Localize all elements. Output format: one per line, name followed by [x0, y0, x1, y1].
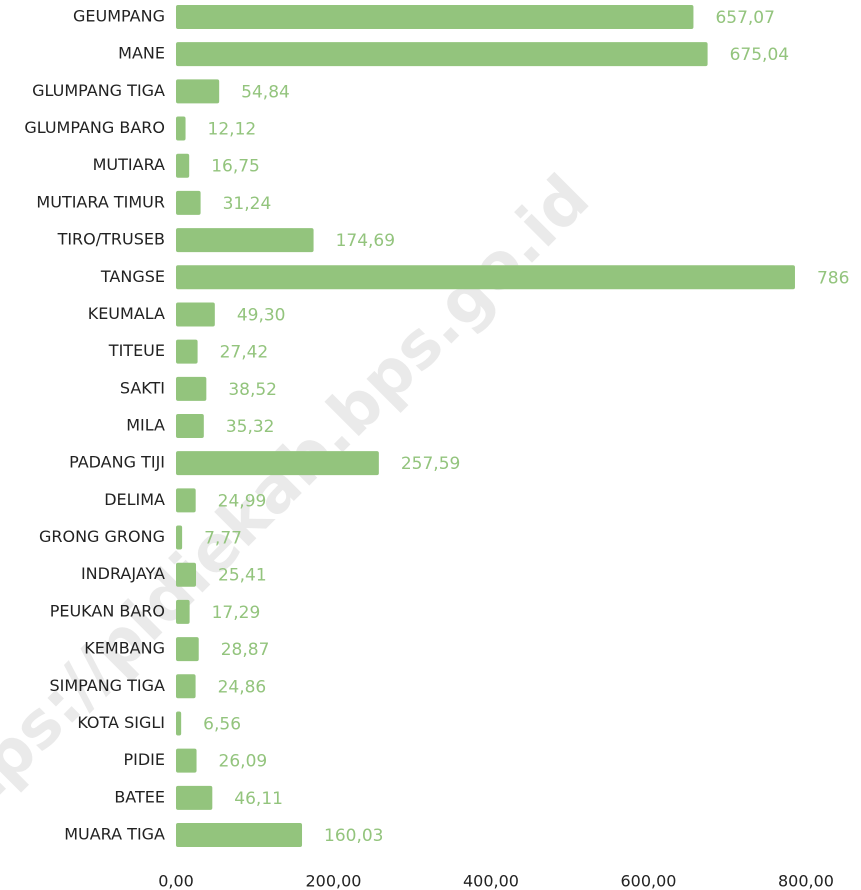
- value-label: 27,42: [220, 343, 269, 363]
- bar: [176, 674, 196, 699]
- bar: [176, 116, 186, 141]
- value-label: 26,09: [219, 752, 268, 772]
- category-label: MUTIARA TIMUR: [36, 192, 165, 211]
- category-label: MUTIARA: [93, 155, 165, 174]
- category-label: PEUKAN BARO: [50, 601, 165, 620]
- bar: [176, 5, 694, 29]
- category-label: SIMPANG TIGA: [49, 676, 165, 695]
- bar: [176, 488, 196, 513]
- value-label: 16,75: [211, 157, 260, 177]
- category-label: GLUMPANG BARO: [24, 118, 165, 137]
- category-label: KOTA SIGLI: [77, 713, 165, 732]
- bar: [176, 637, 199, 662]
- bar: [176, 451, 379, 476]
- value-label: 7,77: [204, 529, 242, 549]
- bar: [176, 190, 201, 215]
- bar: [176, 785, 213, 810]
- value-label: 24,86: [218, 677, 267, 697]
- category-label: BATEE: [114, 787, 165, 806]
- bar: [176, 823, 303, 847]
- value-label: 38,52: [228, 380, 277, 400]
- category-label: TIRO/TRUSEB: [57, 230, 165, 249]
- value-label: 786: [817, 268, 849, 288]
- category-label: KEUMALA: [88, 304, 165, 323]
- category-label: PADANG TIJI: [69, 453, 165, 472]
- category-label: PIDIE: [123, 750, 165, 769]
- category-label: INDRAJAYA: [81, 564, 165, 583]
- value-label: 24,99: [218, 491, 267, 511]
- value-label: 12,12: [208, 120, 257, 140]
- value-label: 25,41: [218, 566, 267, 586]
- value-label: 49,30: [237, 305, 286, 325]
- category-label: DELIMA: [104, 490, 165, 509]
- value-label: 657,07: [715, 8, 774, 28]
- value-label: 46,11: [234, 789, 283, 809]
- x-tick-label: 200,00: [306, 872, 362, 890]
- value-label: 35,32: [226, 417, 275, 437]
- category-label: SAKTI: [120, 378, 165, 397]
- category-label: TANGSE: [100, 267, 165, 286]
- x-tick-label: 600,00: [621, 872, 677, 890]
- value-label: 675,04: [730, 45, 789, 65]
- bar: [176, 414, 204, 438]
- bar: [176, 748, 197, 773]
- bar: [176, 302, 215, 327]
- value-label: 174,69: [336, 231, 395, 251]
- bar: [176, 42, 708, 67]
- value-label: 6,56: [203, 714, 241, 734]
- value-label: 28,87: [221, 640, 270, 660]
- bar: [176, 525, 183, 550]
- x-tick-label: 0,00: [158, 872, 194, 890]
- category-label: MANE: [118, 44, 165, 63]
- category-label: GRONG GRONG: [39, 527, 165, 546]
- value-label: 17,29: [212, 603, 261, 623]
- value-label: 257,59: [401, 454, 460, 474]
- bar: [176, 339, 198, 364]
- category-label: MUARA TIGA: [64, 825, 165, 844]
- category-label: GEUMPANG: [73, 7, 165, 26]
- x-tick-label: 400,00: [463, 872, 519, 890]
- bar: [176, 376, 207, 401]
- bar: [176, 228, 314, 253]
- bar: [176, 711, 182, 736]
- category-label: GLUMPANG TIGA: [32, 81, 165, 100]
- bar: [176, 265, 795, 290]
- value-label: 31,24: [223, 194, 272, 214]
- x-tick-label: 800,00: [778, 872, 834, 890]
- bar: [176, 153, 190, 178]
- value-label: 54,84: [241, 82, 290, 102]
- bar: [176, 599, 190, 624]
- category-label: KEMBANG: [84, 639, 165, 658]
- category-label: MILA: [126, 416, 165, 435]
- category-label: TITEUE: [108, 341, 165, 360]
- value-label: 160,03: [324, 826, 383, 846]
- bar: [176, 562, 197, 587]
- bar: [176, 79, 220, 104]
